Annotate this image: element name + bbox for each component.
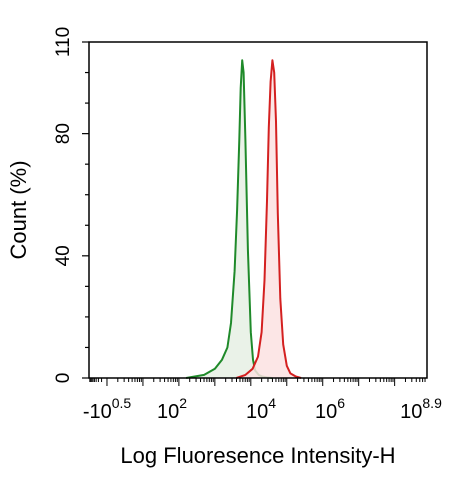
series-1-line	[185, 59, 273, 379]
x-tick-label: 108.9	[400, 395, 442, 423]
plot-frame	[88, 41, 428, 379]
x-tick-label: 106	[315, 395, 345, 423]
series-layer	[185, 59, 302, 379]
y-tick-label: 80	[53, 123, 74, 144]
series-2-line	[236, 59, 302, 379]
y-tick-label: 110	[53, 27, 74, 57]
x-axis-title: Log Fluoresence Intensity-H	[120, 443, 395, 468]
x-tick-label: 102	[157, 395, 187, 423]
x-tick-label: -100.5	[83, 395, 132, 423]
y-tick-label: 40	[53, 245, 74, 266]
y-tick-label: 0	[53, 373, 74, 384]
x-axis: -100.5 102 104 106 108.9	[83, 378, 442, 423]
y-axis-title: Count (%)	[6, 160, 31, 259]
series-2-area	[236, 60, 302, 379]
y-axis: 0 40 80 110	[53, 27, 89, 383]
x-tick-label: 104	[246, 395, 276, 423]
